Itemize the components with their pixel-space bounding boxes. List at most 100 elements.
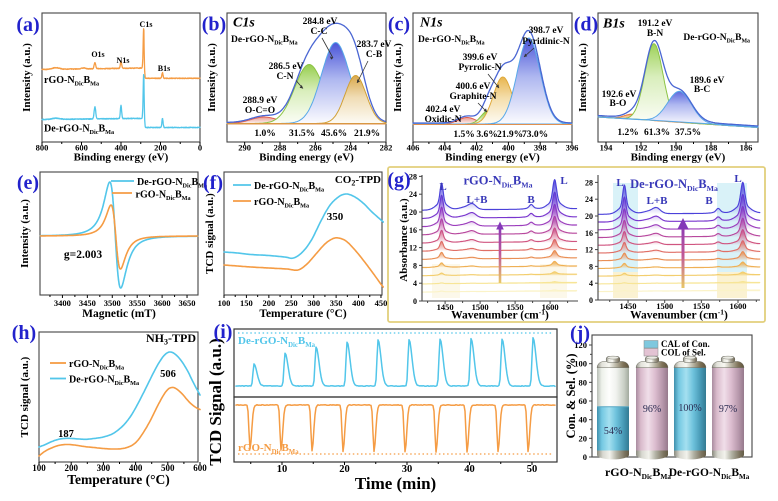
svg-text:CAL of Con.: CAL of Con. [661, 339, 710, 349]
svg-text:0: 0 [589, 296, 593, 305]
svg-text:20: 20 [585, 212, 593, 221]
svg-text:Binding energy (eV): Binding energy (eV) [259, 152, 354, 164]
svg-text:400.6 eV: 400.6 eV [456, 82, 491, 92]
svg-text:37.5%: 37.5% [675, 128, 701, 138]
svg-text:192.6 eV: 192.6 eV [602, 90, 637, 100]
svg-text:350: 350 [327, 211, 344, 223]
svg-text:16: 16 [409, 226, 417, 235]
svg-text:3450: 3450 [79, 298, 96, 308]
svg-text:8: 8 [589, 262, 593, 271]
svg-text:Binding energy (eV): Binding energy (eV) [74, 152, 169, 164]
svg-text:De-rGO-NDicBMa: De-rGO-NDicBMa [683, 33, 750, 44]
svg-text:188: 188 [705, 143, 718, 153]
svg-text:40: 40 [579, 415, 588, 425]
svg-text:3.6%: 3.6% [476, 130, 497, 140]
svg-text:TCD signal (a.u.): TCD signal (a.u.) [204, 193, 216, 274]
svg-text:150: 150 [240, 298, 253, 308]
svg-text:0: 0 [583, 452, 587, 462]
svg-text:COL of Sel.: COL of Sel. [661, 348, 706, 358]
svg-text:Oxidic-N: Oxidic-N [425, 115, 462, 125]
svg-text:C-N: C-N [277, 72, 294, 82]
svg-text:Intensity (a.u.): Intensity (a.u.) [577, 43, 589, 112]
svg-text:300: 300 [97, 463, 111, 473]
svg-text:3600: 3600 [154, 298, 171, 308]
svg-text:Wavenumber (cm-1): Wavenumber (cm-1) [451, 308, 549, 322]
svg-text:TCD signal (a.u.): TCD signal (a.u.) [19, 356, 31, 437]
svg-text:100: 100 [218, 298, 231, 308]
svg-text:rGO-NDicBMa: rGO-NDicBMa [463, 174, 532, 190]
svg-text:28: 28 [409, 172, 417, 181]
svg-text:402: 402 [470, 143, 483, 153]
svg-text:600: 600 [193, 463, 207, 473]
svg-text:400: 400 [352, 298, 365, 308]
svg-text:B1s: B1s [602, 17, 625, 32]
svg-text:C-B: C-B [366, 50, 383, 60]
svg-text:rGO-NDicBMa: rGO-NDicBMa [44, 75, 99, 88]
svg-text:3550: 3550 [129, 298, 146, 308]
svg-text:(b): (b) [202, 14, 226, 36]
svg-text:L: L [439, 181, 446, 193]
svg-text:L: L [560, 175, 567, 187]
svg-text:1500: 1500 [656, 301, 673, 311]
svg-text:200: 200 [262, 298, 275, 308]
svg-text:398.7 eV: 398.7 eV [529, 26, 564, 36]
svg-text:100%: 100% [678, 403, 701, 414]
svg-text:61.3%: 61.3% [644, 128, 670, 138]
svg-text:192: 192 [635, 143, 648, 153]
svg-text:396: 396 [566, 143, 579, 153]
svg-text:28: 28 [585, 178, 593, 187]
svg-text:g=2.003: g=2.003 [64, 249, 102, 261]
svg-text:100: 100 [574, 359, 587, 369]
svg-text:(h): (h) [12, 322, 36, 344]
svg-text:189.6 eV: 189.6 eV [690, 76, 725, 86]
svg-text:De-rGO-NDicBMa: De-rGO-NDicBMa [418, 35, 485, 46]
svg-text:97%: 97% [719, 404, 737, 415]
svg-text:Pyrrolic-N: Pyrrolic-N [458, 63, 501, 73]
svg-text:284: 284 [344, 143, 358, 153]
svg-text:21.9%: 21.9% [354, 129, 380, 139]
svg-text:404: 404 [438, 143, 452, 153]
svg-text:De-rGO-NDicBMa: De-rGO-NDicBMa [254, 181, 324, 194]
svg-text:L+B: L+B [647, 195, 669, 207]
svg-text:C1s: C1s [140, 20, 153, 29]
svg-text:1.2%: 1.2% [617, 128, 638, 138]
svg-text:Temperature (°C): Temperature (°C) [259, 308, 346, 320]
svg-text:16: 16 [585, 229, 593, 238]
svg-text:600: 600 [75, 143, 88, 153]
svg-text:45.6%: 45.6% [321, 129, 347, 139]
svg-text:Magnetic (mT): Magnetic (mT) [82, 308, 156, 320]
svg-text:De-rGO-NDicBMa: De-rGO-NDicBMa [669, 467, 750, 481]
svg-text:rGO-NDicBMa: rGO-NDicBMa [136, 190, 191, 203]
svg-text:B: B [527, 194, 535, 206]
svg-text:(f): (f) [203, 172, 223, 194]
svg-text:rGO-NDicBMa: rGO-NDicBMa [605, 465, 671, 481]
svg-text:0: 0 [413, 297, 417, 306]
svg-text:450: 450 [375, 298, 388, 308]
svg-text:3650: 3650 [179, 298, 196, 308]
svg-text:186: 186 [740, 143, 753, 153]
svg-text:B-O: B-O [610, 99, 627, 109]
svg-text:30: 30 [402, 464, 413, 475]
svg-text:(e): (e) [17, 172, 39, 194]
svg-text:L: L [616, 177, 623, 189]
svg-text:200: 200 [154, 143, 167, 153]
svg-text:De-rGO-NDicBMa: De-rGO-NDicBMa [44, 124, 114, 137]
svg-text:31.5%: 31.5% [289, 129, 315, 139]
svg-text:10: 10 [277, 464, 288, 475]
svg-text:N1s: N1s [117, 56, 130, 65]
svg-text:1600: 1600 [730, 301, 747, 311]
svg-text:1450: 1450 [620, 301, 637, 311]
svg-text:TCD Signal (a.u.): TCD Signal (a.u.) [206, 338, 225, 466]
svg-text:3500: 3500 [104, 298, 121, 308]
svg-text:Intensity (a.u.): Intensity (a.u.) [206, 43, 218, 112]
svg-text:24: 24 [585, 195, 593, 204]
svg-text:Temperature (°C): Temperature (°C) [67, 472, 170, 487]
svg-text:290: 290 [238, 143, 251, 153]
svg-text:400: 400 [129, 463, 143, 473]
svg-text:1.0%: 1.0% [254, 129, 275, 139]
svg-text:1550: 1550 [693, 301, 710, 311]
svg-text:24: 24 [409, 190, 417, 199]
svg-text:B: B [705, 195, 713, 207]
svg-text:194: 194 [600, 143, 614, 153]
svg-text:54%: 54% [604, 426, 622, 437]
